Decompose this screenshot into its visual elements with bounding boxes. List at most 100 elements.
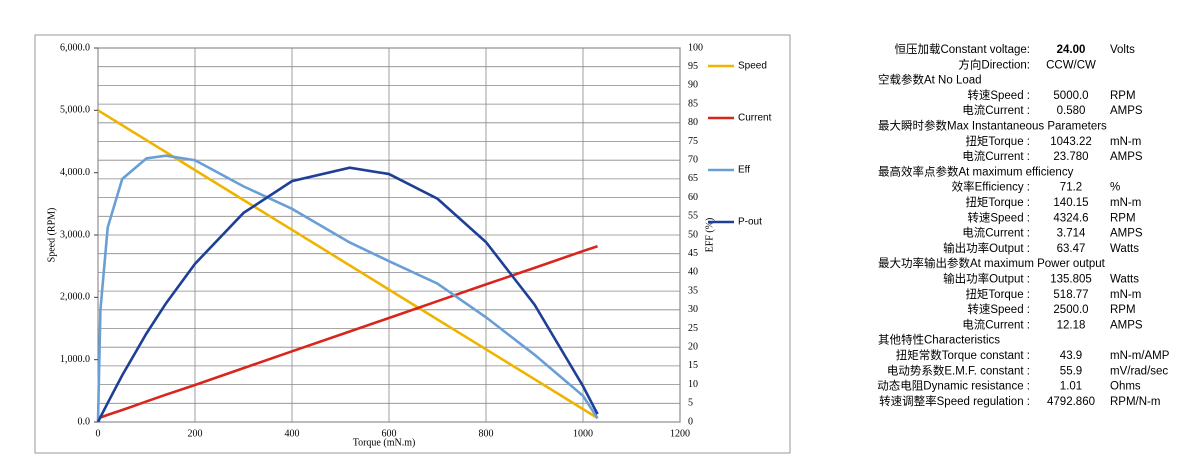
spec-unit: mV/rad/sec [1110, 365, 1168, 377]
spec-label: 电动势系数E.M.F. constant : [887, 363, 1030, 377]
section-title: 最大功率输出参数At maximum Power output [878, 256, 1106, 270]
spec-label: 输出功率Output : [943, 241, 1030, 255]
section-title: 最大瞬时参数Max Instantaneous Parameters [878, 119, 1107, 133]
y-tick-label: 5,000.0 [60, 105, 90, 116]
x-tick-label: 400 [285, 428, 300, 439]
section-title: 空载参数At No Load [878, 73, 982, 87]
spec-unit: % [1110, 182, 1120, 194]
x-tick-label: 0 [96, 428, 101, 439]
y2-tick-label: 15 [688, 360, 698, 371]
spec-label: 电流Current : [962, 226, 1030, 240]
y2-tick-label: 50 [688, 229, 698, 240]
y-tick-label: 6,000.0 [60, 42, 90, 53]
spec-value: 518.77 [1053, 289, 1088, 301]
x-tick-label: 800 [479, 428, 494, 439]
y2-tick-label: 55 [688, 211, 698, 222]
spec-value: 2500.0 [1053, 304, 1088, 316]
y2-tick-label: 45 [688, 248, 698, 259]
spec-value: 23.780 [1053, 151, 1088, 163]
y-axis-label: Speed (RPM) [46, 208, 57, 263]
spec-label: 效率Efficiency : [952, 180, 1030, 194]
spec-value: 0.580 [1057, 105, 1086, 117]
y2-tick-label: 95 [688, 61, 698, 72]
spec-label: 扭矩Torque : [965, 287, 1030, 301]
series-line [96, 166, 599, 423]
spec-value: 1043.22 [1050, 136, 1092, 148]
spec-label: 方向Direction: [958, 57, 1030, 71]
series-line [97, 109, 599, 420]
spec-label: 输出功率Output : [943, 272, 1030, 286]
y2-tick-label: 80 [688, 117, 698, 128]
section-title: 最高效率点参数At maximum efficiency [878, 164, 1074, 178]
spec-value: 3.714 [1057, 228, 1086, 240]
spec-unit: RPM [1110, 90, 1136, 102]
spec-unit: RPM [1110, 304, 1136, 316]
spec-unit: mN-m [1110, 136, 1141, 148]
y2-tick-label: 65 [688, 173, 698, 184]
spec-label: 电流Current : [962, 149, 1030, 163]
spec-label: 扭矩Torque : [965, 134, 1030, 148]
spec-value: 135.805 [1050, 274, 1092, 286]
y2-tick-label: 90 [688, 80, 698, 91]
x-tick-label: 200 [188, 428, 203, 439]
spec-value: 24.00 [1057, 44, 1086, 56]
legend-label: P-out [738, 217, 762, 228]
y-tick-label: 4,000.0 [60, 167, 90, 178]
section-title: 其他特性Characteristics [878, 333, 1000, 347]
spec-value: CCW/CW [1046, 59, 1096, 71]
spec-unit: mN-m/AMP [1110, 350, 1170, 362]
spec-unit: AMPS [1110, 151, 1143, 163]
y2-tick-label: 30 [688, 304, 698, 315]
x-axis-label: Torque (mN.m) [353, 437, 416, 448]
spec-label: 转速Speed : [967, 302, 1030, 316]
spec-label: 转速Speed : [967, 88, 1030, 102]
y2-tick-label: 75 [688, 136, 698, 147]
spec-unit: AMPS [1110, 319, 1143, 331]
spec-label: 扭矩Torque : [965, 195, 1030, 209]
spec-value: 55.9 [1060, 365, 1082, 377]
spec-value: 4792.860 [1047, 396, 1095, 408]
spec-unit: mN-m [1110, 197, 1141, 209]
spec-unit: Volts [1110, 44, 1135, 56]
y2-tick-label: 85 [688, 98, 698, 109]
y-tick-label: 3,000.0 [60, 229, 90, 240]
y2-tick-label: 100 [688, 42, 703, 53]
spec-value: 12.18 [1057, 319, 1086, 331]
spec-value: 43.9 [1060, 350, 1082, 362]
spec-unit: mN-m [1110, 289, 1141, 301]
series-line [97, 244, 598, 420]
y2-tick-label: 10 [688, 379, 698, 390]
y2-tick-label: 60 [688, 192, 698, 203]
spec-value: 71.2 [1060, 182, 1082, 194]
spec-unit: Watts [1110, 243, 1139, 255]
y2-tick-label: 40 [688, 267, 698, 278]
spec-label: 动态电阻Dynamic resistance : [877, 380, 1030, 393]
x-tick-label: 1200 [670, 428, 690, 439]
y2-tick-label: 70 [688, 154, 698, 165]
y-tick-label: 1,000.0 [60, 354, 90, 365]
spec-label: 电流Current : [962, 317, 1030, 331]
y2-tick-label: 5 [688, 398, 693, 409]
y-tick-label: 2,000.0 [60, 292, 90, 303]
x-tick-label: 600 [382, 428, 397, 439]
spec-label: 转速调整率Speed regulation : [879, 394, 1030, 408]
y2-tick-label: 0 [688, 416, 693, 427]
spec-unit: AMPS [1110, 228, 1143, 240]
legend-label: Speed [738, 61, 767, 72]
y2-tick-label: 25 [688, 323, 698, 334]
spec-value: 1.01 [1060, 381, 1082, 393]
spec-label: 转速Speed : [967, 210, 1030, 224]
spec-label: 恒压加载Constant voltage: [894, 43, 1030, 56]
y2-axis-label: EFF (%) [704, 218, 715, 253]
y2-tick-label: 35 [688, 285, 698, 296]
spec-unit: Ohms [1110, 381, 1141, 393]
legend-label: Eff [738, 165, 750, 176]
spec-unit: Watts [1110, 274, 1139, 286]
chart-frame [34, 34, 791, 454]
x-tick-label: 1000 [573, 428, 593, 439]
spec-value: 4324.6 [1053, 212, 1088, 224]
spec-label: 扭矩常数Torque constant : [896, 348, 1030, 362]
spec-value: 63.47 [1057, 243, 1086, 255]
y-tick-label: 0.0 [78, 416, 91, 427]
